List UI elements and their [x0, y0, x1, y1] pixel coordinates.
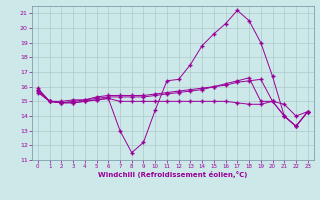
X-axis label: Windchill (Refroidissement éolien,°C): Windchill (Refroidissement éolien,°C) [98, 171, 247, 178]
